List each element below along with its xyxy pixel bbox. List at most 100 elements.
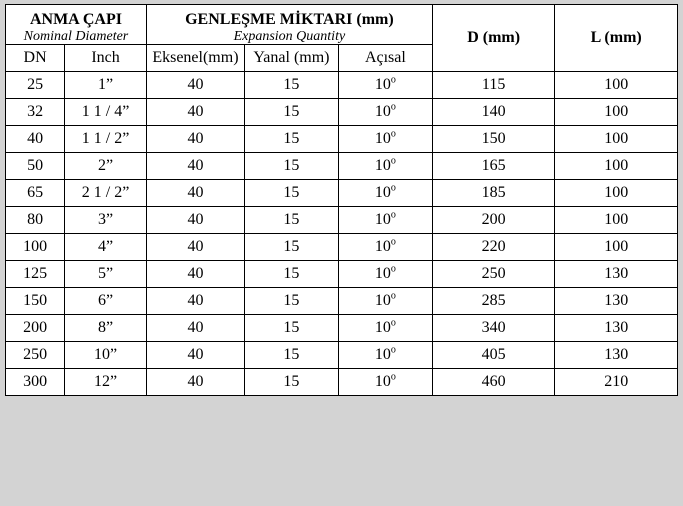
cell-inch: 12” xyxy=(65,368,147,395)
col-d: D (mm) xyxy=(432,5,555,72)
cell-l: 130 xyxy=(555,341,678,368)
cell-yanal: 15 xyxy=(244,341,338,368)
cell-acisal: 10o xyxy=(338,341,432,368)
cell-l: 100 xyxy=(555,233,678,260)
table-header: ANMA ÇAPI Nominal Diameter GENLEŞME MİKT… xyxy=(6,5,678,72)
cell-d: 340 xyxy=(432,314,555,341)
cell-eksenel: 40 xyxy=(146,179,244,206)
cell-acisal: 10o xyxy=(338,287,432,314)
cell-d: 165 xyxy=(432,152,555,179)
table-row: 652 1 / 2”401510o185100 xyxy=(6,179,678,206)
cell-d: 115 xyxy=(432,71,555,98)
col-yanal: Yanal (mm) xyxy=(244,44,338,71)
cell-yanal: 15 xyxy=(244,368,338,395)
cell-eksenel: 40 xyxy=(146,125,244,152)
cell-d: 220 xyxy=(432,233,555,260)
nominal-sub: Nominal Diameter xyxy=(8,29,144,44)
cell-l: 100 xyxy=(555,179,678,206)
cell-d: 150 xyxy=(432,125,555,152)
cell-eksenel: 40 xyxy=(146,287,244,314)
col-dn: DN xyxy=(6,44,65,71)
cell-inch: 2” xyxy=(65,152,147,179)
table-row: 321 1 / 4”401510o140100 xyxy=(6,98,678,125)
cell-l: 100 xyxy=(555,71,678,98)
col-acisal: Açısal xyxy=(338,44,432,71)
cell-dn: 150 xyxy=(6,287,65,314)
cell-l: 130 xyxy=(555,314,678,341)
cell-d: 285 xyxy=(432,287,555,314)
cell-l: 100 xyxy=(555,125,678,152)
cell-eksenel: 40 xyxy=(146,98,244,125)
cell-acisal: 10o xyxy=(338,206,432,233)
table-row: 251”401510o115100 xyxy=(6,71,678,98)
cell-yanal: 15 xyxy=(244,260,338,287)
cell-yanal: 15 xyxy=(244,179,338,206)
table-row: 1506”401510o285130 xyxy=(6,287,678,314)
table-row: 30012”401510o460210 xyxy=(6,368,678,395)
table-row: 2008”401510o340130 xyxy=(6,314,678,341)
col-expansion: GENLEŞME MİKTARI (mm) Expansion Quantity xyxy=(146,5,432,45)
cell-inch: 4” xyxy=(65,233,147,260)
col-inch: Inch xyxy=(65,44,147,71)
table-body: 251”401510o115100321 1 / 4”401510o140100… xyxy=(6,71,678,395)
cell-acisal: 10o xyxy=(338,179,432,206)
cell-inch: 1 1 / 4” xyxy=(65,98,147,125)
cell-acisal: 10o xyxy=(338,260,432,287)
table-row: 25010”401510o405130 xyxy=(6,341,678,368)
expansion-sub: Expansion Quantity xyxy=(149,29,430,44)
cell-acisal: 10o xyxy=(338,233,432,260)
cell-inch: 3” xyxy=(65,206,147,233)
cell-yanal: 15 xyxy=(244,206,338,233)
cell-l: 210 xyxy=(555,368,678,395)
cell-acisal: 10o xyxy=(338,314,432,341)
expansion-main: GENLEŞME MİKTARI (mm) xyxy=(149,11,430,29)
cell-eksenel: 40 xyxy=(146,233,244,260)
cell-acisal: 10o xyxy=(338,71,432,98)
cell-dn: 200 xyxy=(6,314,65,341)
cell-dn: 80 xyxy=(6,206,65,233)
cell-d: 405 xyxy=(432,341,555,368)
cell-l: 100 xyxy=(555,206,678,233)
cell-eksenel: 40 xyxy=(146,314,244,341)
cell-l: 100 xyxy=(555,98,678,125)
cell-d: 185 xyxy=(432,179,555,206)
cell-yanal: 15 xyxy=(244,314,338,341)
cell-l: 130 xyxy=(555,287,678,314)
cell-dn: 40 xyxy=(6,125,65,152)
cell-yanal: 15 xyxy=(244,287,338,314)
table-row: 803”401510o200100 xyxy=(6,206,678,233)
cell-eksenel: 40 xyxy=(146,341,244,368)
table-row: 502”401510o165100 xyxy=(6,152,678,179)
nominal-main: ANMA ÇAPI xyxy=(8,11,144,29)
cell-acisal: 10o xyxy=(338,368,432,395)
cell-inch: 1” xyxy=(65,71,147,98)
cell-dn: 50 xyxy=(6,152,65,179)
cell-dn: 125 xyxy=(6,260,65,287)
cell-inch: 6” xyxy=(65,287,147,314)
cell-yanal: 15 xyxy=(244,71,338,98)
cell-inch: 5” xyxy=(65,260,147,287)
cell-inch: 1 1 / 2” xyxy=(65,125,147,152)
spec-table: ANMA ÇAPI Nominal Diameter GENLEŞME MİKT… xyxy=(5,4,678,396)
cell-yanal: 15 xyxy=(244,125,338,152)
cell-dn: 65 xyxy=(6,179,65,206)
cell-dn: 300 xyxy=(6,368,65,395)
cell-inch: 8” xyxy=(65,314,147,341)
table-row: 1255”401510o250130 xyxy=(6,260,678,287)
cell-d: 250 xyxy=(432,260,555,287)
cell-eksenel: 40 xyxy=(146,71,244,98)
cell-d: 140 xyxy=(432,98,555,125)
cell-eksenel: 40 xyxy=(146,206,244,233)
cell-yanal: 15 xyxy=(244,152,338,179)
cell-dn: 250 xyxy=(6,341,65,368)
table-row: 401 1 / 2”401510o150100 xyxy=(6,125,678,152)
cell-dn: 32 xyxy=(6,98,65,125)
cell-eksenel: 40 xyxy=(146,260,244,287)
cell-d: 200 xyxy=(432,206,555,233)
cell-eksenel: 40 xyxy=(146,152,244,179)
cell-acisal: 10o xyxy=(338,125,432,152)
cell-l: 100 xyxy=(555,152,678,179)
cell-dn: 25 xyxy=(6,71,65,98)
cell-acisal: 10o xyxy=(338,98,432,125)
cell-inch: 2 1 / 2” xyxy=(65,179,147,206)
